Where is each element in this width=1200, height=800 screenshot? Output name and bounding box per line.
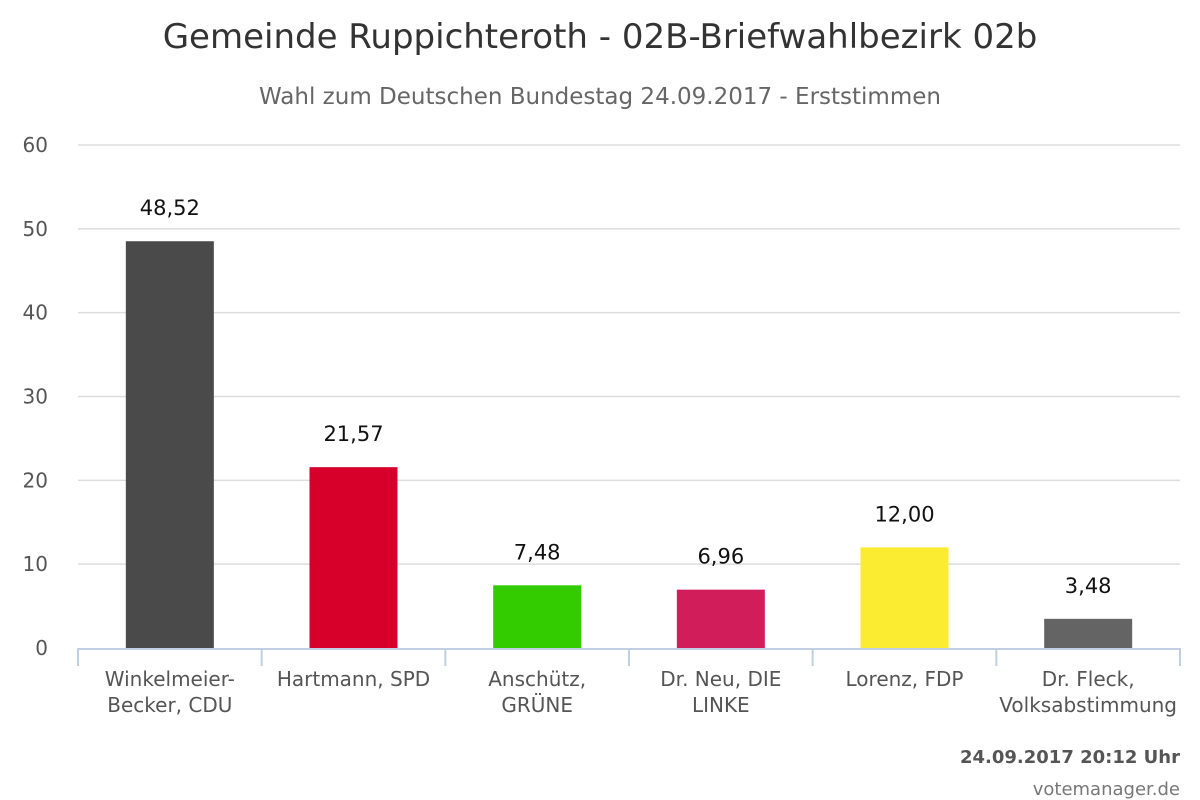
bar-value-label: 3,48: [1065, 574, 1112, 598]
bar-value-label: 12,00: [874, 502, 934, 526]
y-tick-label: 50: [23, 217, 48, 241]
bar[interactable]: [125, 241, 214, 648]
x-tick-label: Anschütz, GRÜNE: [488, 667, 586, 717]
chart-subtitle: Wahl zum Deutschen Bundestag 24.09.2017 …: [259, 84, 941, 110]
y-tick-label: 60: [23, 133, 48, 157]
data-labels: 48,52 21,57 7,48 6,96 12,00 3,48: [140, 196, 1112, 598]
bar[interactable]: [309, 467, 398, 648]
bar-value-label: 6,96: [697, 545, 744, 569]
x-axis: [77, 648, 1181, 666]
y-tick-label: 0: [35, 636, 48, 660]
y-tick-label: 20: [23, 468, 48, 492]
y-tick-label: 40: [23, 301, 48, 325]
bar-value-label: 7,48: [514, 540, 561, 564]
timestamp: 24.09.2017 20:12 Uhr: [960, 747, 1180, 768]
credit-link[interactable]: votemanager.de: [1033, 779, 1180, 800]
x-tick-label: Hartmann, SPD: [277, 667, 430, 691]
bar[interactable]: [860, 547, 949, 648]
x-axis-labels: Winkelmeier-Becker, CDU Hartmann, SPD Ansc…: [105, 667, 1177, 717]
bar[interactable]: [676, 589, 765, 648]
chart-title: Gemeinde Ruppichteroth - 02B-Briefwahlbe…: [163, 17, 1038, 57]
x-tick-label: Dr. Neu, DIE LINKE: [660, 667, 781, 717]
bar[interactable]: [493, 585, 582, 648]
x-tick-label: Lorenz, FDP: [846, 667, 964, 691]
x-tick-label: Winkelmeier-Becker, CDU: [105, 667, 235, 717]
x-tick-label: Dr. Fleck, Volksabstimmung: [999, 667, 1177, 717]
bars: [125, 241, 1133, 648]
bar[interactable]: [1044, 618, 1133, 648]
y-axis-ticks: 0 10 20 30 40 50 60: [23, 133, 48, 660]
y-tick-label: 10: [23, 552, 48, 576]
bar-value-label: 21,57: [323, 422, 383, 446]
bar-value-label: 48,52: [140, 196, 200, 220]
y-tick-label: 30: [23, 385, 48, 409]
gridlines: [78, 144, 1180, 565]
